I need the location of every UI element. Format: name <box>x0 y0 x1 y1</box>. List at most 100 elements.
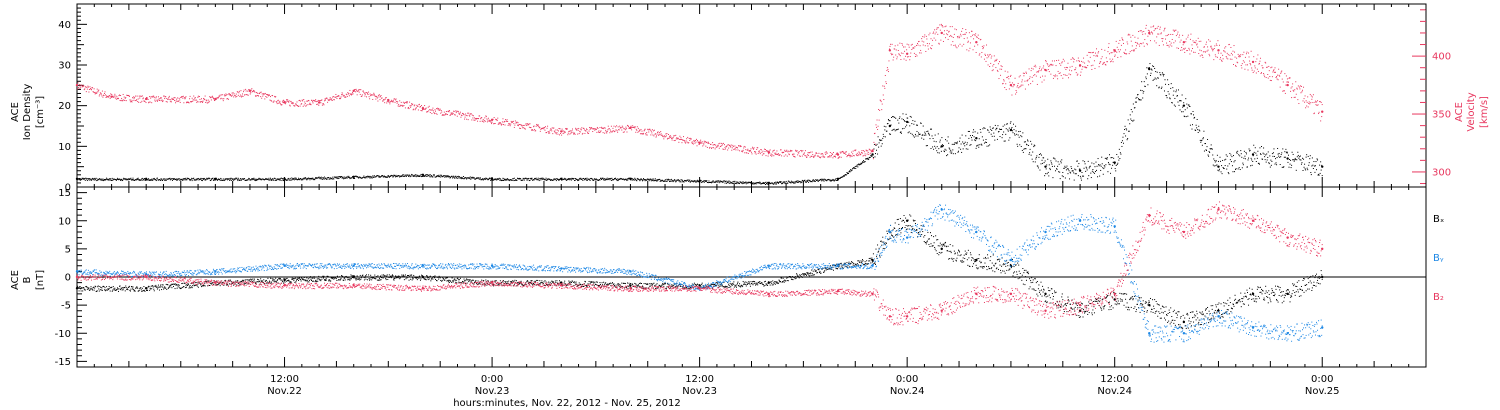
data-dot <box>1097 55 1099 57</box>
data-dot <box>821 178 823 180</box>
data-dot <box>391 100 393 102</box>
data-dot <box>1194 129 1196 131</box>
data-dot <box>548 132 550 134</box>
data-dot <box>1203 130 1205 132</box>
data-dot <box>310 104 312 106</box>
data-dot <box>1272 155 1274 157</box>
data-dot <box>209 180 211 182</box>
data-dot <box>860 153 862 155</box>
data-dot <box>1007 130 1009 132</box>
data-dot <box>208 101 210 103</box>
data-dot <box>483 178 485 180</box>
data-dot <box>755 153 757 155</box>
data-dot <box>480 178 482 180</box>
data-dot <box>1181 46 1183 48</box>
data-dot <box>1084 163 1086 165</box>
data-dot <box>823 156 825 158</box>
data-dot <box>398 175 400 177</box>
data-dot <box>527 124 529 126</box>
data-dot <box>850 169 852 171</box>
data-dot <box>828 156 830 158</box>
data-dot <box>106 96 108 98</box>
data-dot <box>247 179 249 181</box>
data-dot <box>811 181 813 183</box>
data-dot <box>353 90 355 92</box>
data-dot <box>584 132 586 134</box>
data-dot <box>869 152 871 154</box>
data-dot <box>468 114 470 116</box>
data-dot <box>1106 158 1108 160</box>
data-dot <box>815 152 817 154</box>
data-dot <box>562 178 564 180</box>
data-dot <box>652 178 654 180</box>
data-dot <box>258 177 260 179</box>
data-dot <box>1279 75 1281 77</box>
data-dot <box>167 178 169 180</box>
data-dot <box>211 96 213 98</box>
data-dot <box>462 178 464 180</box>
data-dot <box>833 180 835 182</box>
data-dot <box>740 181 742 183</box>
data-dot <box>1109 58 1111 60</box>
data-dot <box>349 178 351 180</box>
data-dot <box>453 110 455 112</box>
data-dot <box>644 129 646 131</box>
data-dot <box>343 95 345 97</box>
data-dot <box>206 100 208 102</box>
data-dot <box>731 149 733 151</box>
data-dot <box>1284 73 1286 75</box>
data-dot <box>1251 67 1253 69</box>
data-dot <box>192 99 194 101</box>
data-dot <box>116 96 118 98</box>
data-dot <box>288 178 290 180</box>
data-dot <box>997 70 999 72</box>
data-dot <box>647 179 649 181</box>
data-dot <box>216 98 218 100</box>
data-dot <box>1144 85 1146 87</box>
data-dot <box>665 180 667 182</box>
top-left-ylabel-line3: [cm⁻³] <box>35 96 46 128</box>
data-dot <box>1128 53 1130 55</box>
data-dot <box>413 108 415 110</box>
data-dot <box>603 127 605 129</box>
data-dot <box>115 95 117 97</box>
data-dot <box>564 131 566 133</box>
data-dot <box>359 176 361 178</box>
data-dot <box>675 180 677 182</box>
data-dot <box>928 133 930 135</box>
bottom-tick-label: 0 <box>65 273 71 284</box>
data-dot <box>80 84 82 86</box>
data-dot <box>1271 66 1273 68</box>
data-dot <box>1045 173 1047 175</box>
data-dot <box>402 105 404 107</box>
data-dot <box>291 177 293 179</box>
data-dot <box>220 178 222 180</box>
data-point <box>940 31 943 35</box>
data-dot <box>923 36 925 38</box>
data-dot <box>578 127 580 129</box>
data-dot <box>315 177 317 179</box>
data-dot <box>378 175 380 177</box>
data-dot <box>585 178 587 180</box>
data-dot <box>1195 129 1197 131</box>
data-dot <box>816 179 818 181</box>
data-dot <box>238 179 240 181</box>
data-dot <box>245 90 247 92</box>
data-dot <box>718 147 720 149</box>
data-dot <box>117 178 119 180</box>
data-dot <box>535 177 537 179</box>
data-dot <box>675 181 677 183</box>
data-dot <box>333 176 335 178</box>
data-dot <box>94 93 96 95</box>
data-dot <box>1000 128 1002 130</box>
data-dot <box>1284 151 1286 153</box>
data-dot <box>772 151 774 153</box>
data-dot <box>302 179 304 181</box>
data-dot <box>1297 99 1299 101</box>
data-dot <box>739 181 741 183</box>
data-dot <box>910 52 912 54</box>
data-dot <box>817 155 819 157</box>
data-dot <box>853 154 855 156</box>
data-dot <box>556 132 558 134</box>
data-dot <box>1040 163 1042 165</box>
